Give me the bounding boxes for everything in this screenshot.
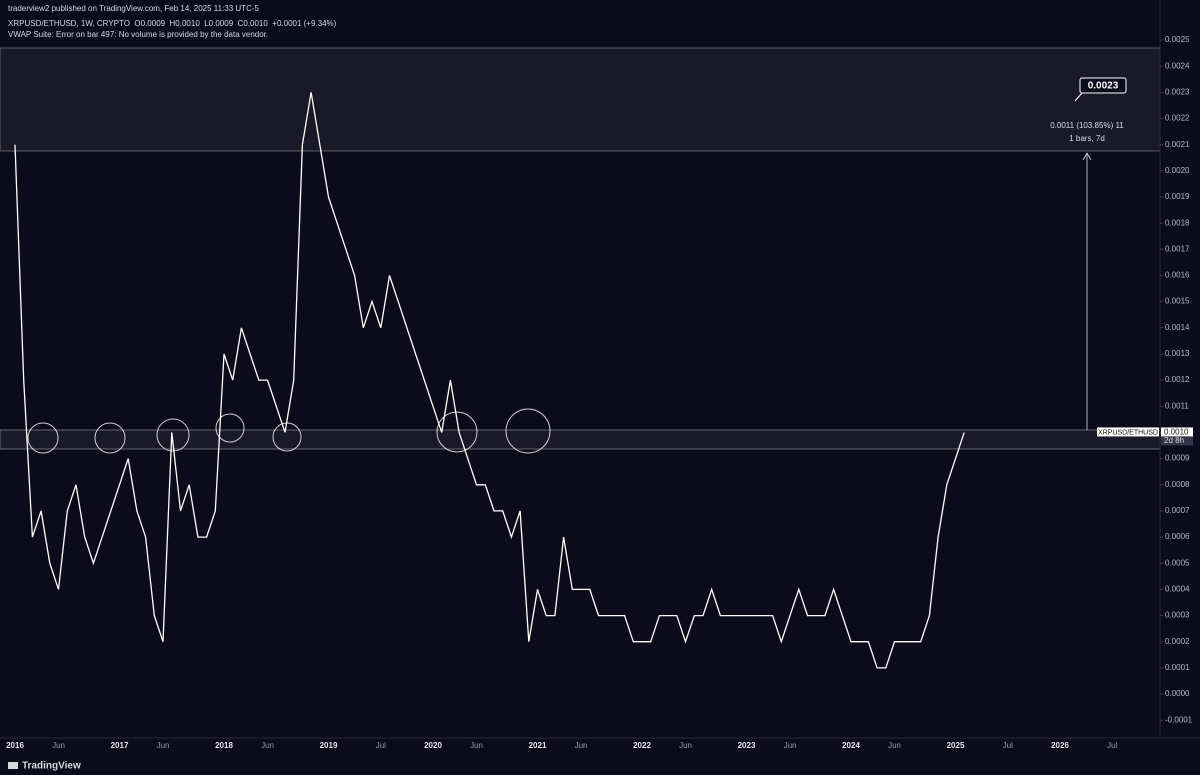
brand: TradingView [22,761,81,772]
price-line [14,92,965,669]
callout-text: 0.0023 [1088,81,1119,92]
price-label: 0.0011 [1165,401,1189,410]
time-label: Jun [157,741,170,750]
support-zone [0,429,1161,450]
circle [215,413,245,443]
price-label: 0.0025 [1165,35,1190,44]
time-label: 2020 [424,741,442,750]
price-label: 0.0018 [1165,218,1190,227]
symbol-line: XRPUSD/ETHUSD, 1W, CRYPTO O0.0009 H0.001… [8,19,337,28]
price-label: -0.0001 [1165,715,1193,724]
circle [436,411,478,453]
price-label: 0.0009 [1165,454,1190,463]
callout-pointer [1074,92,1083,102]
circles [27,408,551,454]
price-label: 0.0019 [1165,192,1190,201]
time-label: Jul [376,741,386,750]
time-label: Jul [1003,741,1013,750]
time-label: Jun [784,741,797,750]
time-label: 2023 [738,741,756,750]
price-label: 0.0008 [1165,480,1190,489]
circle [156,418,190,452]
measure-change: 0.0011 (103.85%) 11 [1050,121,1124,130]
price-label: 0.0021 [1165,140,1190,149]
time-label: 2026 [1051,741,1069,750]
callout-box [1079,77,1127,94]
price-label: 0.0020 [1165,166,1190,175]
time-label: 2016 [6,741,24,750]
time-label: 2017 [111,741,129,750]
time-label: 2019 [320,741,338,750]
price-label: 0.0004 [1165,585,1190,594]
price-label: 0.0022 [1165,114,1190,123]
time-label: Jun [470,741,483,750]
symbol-tag-bg [1097,427,1159,437]
time-label: 2022 [633,741,651,750]
price-label: 0.0012 [1165,375,1190,384]
price-label: 0.0000 [1165,689,1190,698]
countdown-bg [1161,436,1193,446]
price-label: 0.0007 [1165,506,1190,515]
price-label: 0.0015 [1165,297,1190,306]
price-label: 0.0002 [1165,637,1190,646]
price-label: 0.0001 [1165,663,1190,672]
time-label: Jun [261,741,274,750]
time-label: Jun [679,741,692,750]
countdown: 2d 8h [1164,436,1184,445]
price-label: 0.0023 [1165,87,1190,96]
time-label: Jun [575,741,588,750]
time-label: 2018 [215,741,233,750]
price-label: 0.0003 [1165,611,1190,620]
price-label: 0.0024 [1165,61,1190,70]
price-label: 0.0013 [1165,349,1190,358]
time-label: 2024 [842,741,860,750]
price-tag: 0.0010 [1164,428,1189,437]
symbol-tag: XRPUSD/ETHUSD [1098,429,1158,436]
supply-zone [0,47,1161,152]
publisher: traderview2 published on TradingView.com… [8,4,260,13]
price-label: 0.0005 [1165,558,1190,567]
arrow-head [1082,152,1092,161]
price-label: 0.0006 [1165,532,1190,541]
circle [27,422,59,454]
time-label: 2025 [947,741,965,750]
measure-span: 1 bars, 7d [1069,134,1105,143]
price-label: 0.0017 [1165,244,1190,253]
time-label: Jul [1107,741,1117,750]
circle [94,422,126,454]
price-label: 0.0016 [1165,271,1190,280]
price-label: 0.0014 [1165,323,1190,332]
circle [505,408,551,454]
indicator-error: VWAP Suite: Error on bar 497: No volume … [8,30,268,39]
time-label: Jun [888,741,901,750]
time-label: Jun [52,741,65,750]
price-tag-bg [1161,427,1193,437]
brand-logo [8,762,18,769]
time-label: 2021 [529,741,547,750]
